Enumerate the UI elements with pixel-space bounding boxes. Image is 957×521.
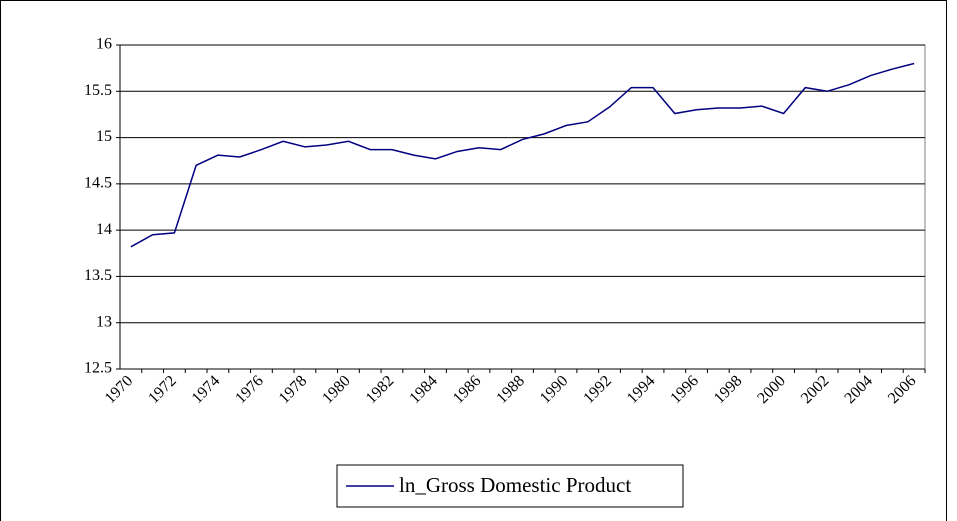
x-tick-label: 1994 <box>624 372 659 407</box>
y-tick-label: 13 <box>96 313 112 330</box>
x-tick-label: 1988 <box>493 372 528 407</box>
x-tick-label: 1996 <box>667 372 702 407</box>
x-tick-label: 1992 <box>580 372 615 407</box>
plot-area <box>119 44 926 370</box>
legend-label: ln_Gross Domestic Product <box>399 473 631 497</box>
x-tick-label: 1970 <box>102 372 137 407</box>
x-tick-label: 1972 <box>145 372 180 407</box>
legend-box <box>336 464 684 508</box>
x-tick-label: 1986 <box>450 372 485 407</box>
x-tick-label: 1982 <box>363 372 398 407</box>
x-tick-label: 2004 <box>841 372 876 407</box>
y-tick-label: 14.5 <box>84 175 112 192</box>
x-tick-label: 2000 <box>754 372 789 407</box>
data-line <box>130 62 915 248</box>
x-tick-label: 1980 <box>319 372 354 407</box>
y-tick-label: 15 <box>96 128 112 145</box>
y-tick-label: 14 <box>96 221 112 238</box>
x-tick-label: 2006 <box>885 372 920 407</box>
x-tick-label: 1990 <box>537 372 572 407</box>
x-tick-label: 1998 <box>711 372 746 407</box>
y-tick-label: 13.5 <box>84 267 112 284</box>
x-tick-label: 1978 <box>276 372 311 407</box>
y-tick-label: 12.5 <box>84 360 112 377</box>
x-tick-label: 1984 <box>406 372 441 407</box>
y-tick-label: 15.5 <box>84 82 112 99</box>
y-tick-label: 16 <box>96 36 112 53</box>
x-tick-label: 1974 <box>189 372 224 407</box>
x-tick-label: 2002 <box>798 372 833 407</box>
x-tick-label: 1976 <box>232 372 267 407</box>
